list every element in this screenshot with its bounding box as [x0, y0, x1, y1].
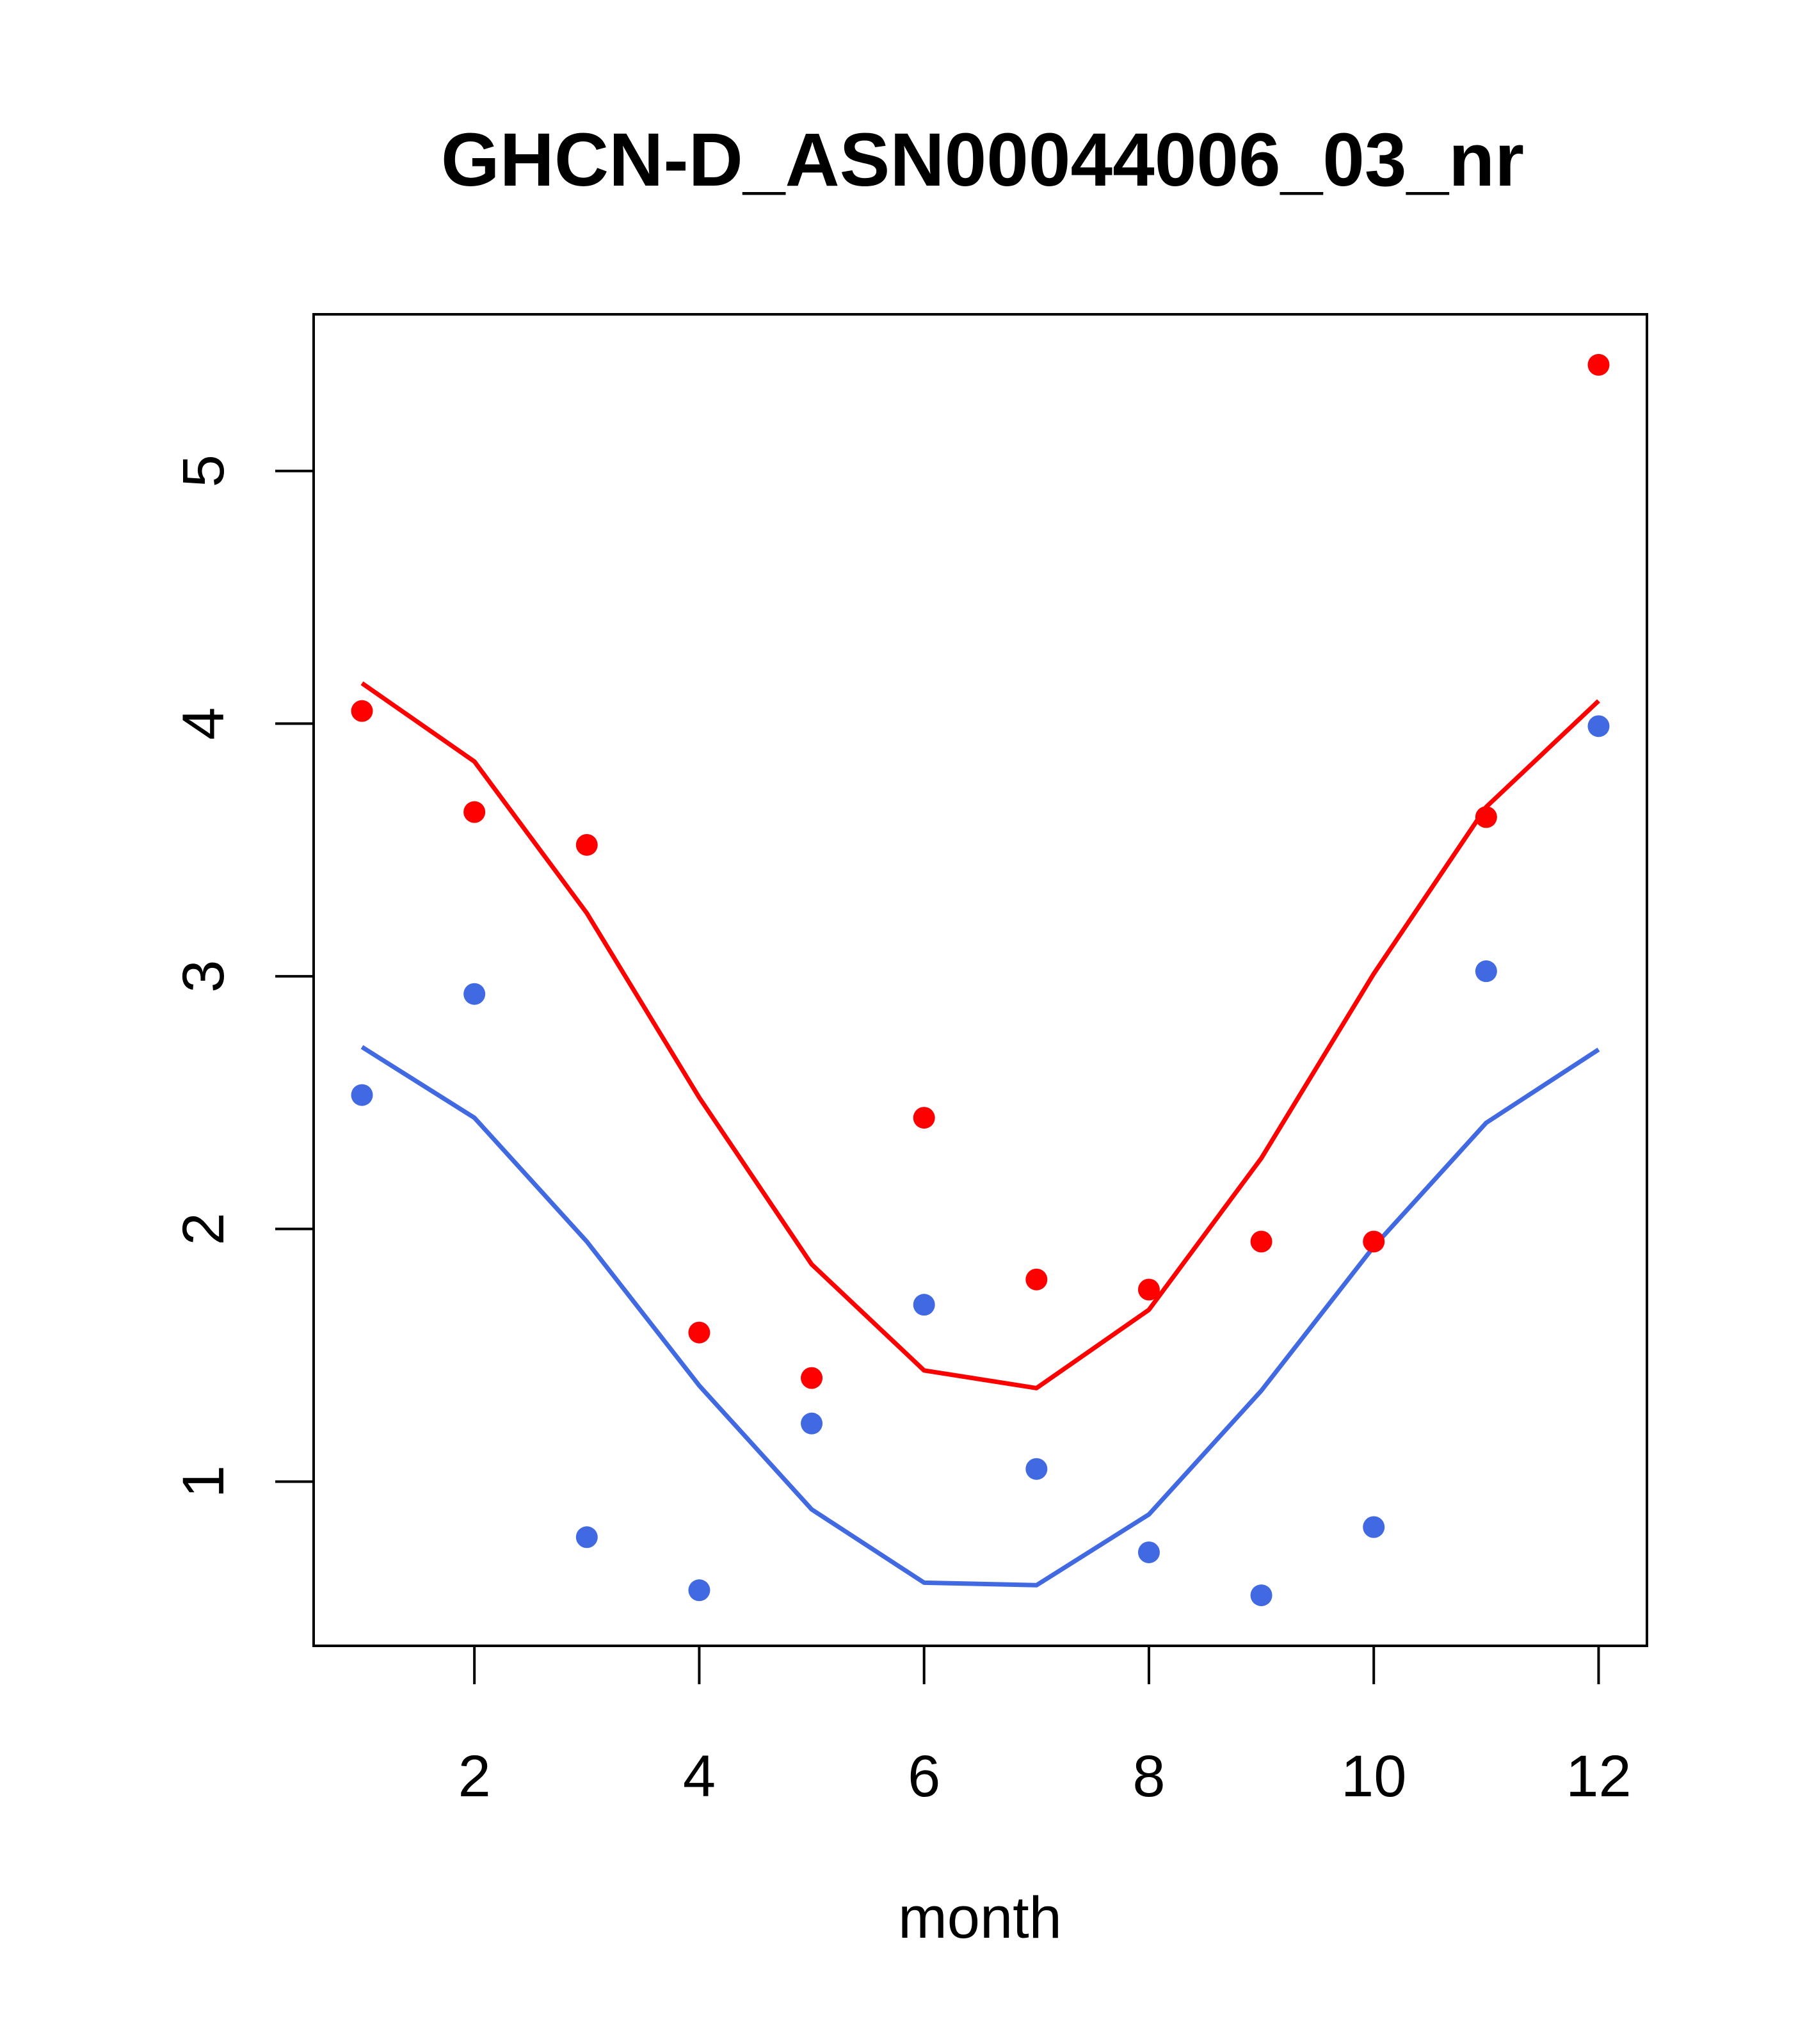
series-1-point-12 — [1587, 715, 1610, 737]
series-1-point-10 — [1363, 1516, 1385, 1538]
series-0-point-12 — [1587, 353, 1610, 376]
series-0-point-3 — [575, 833, 598, 856]
series-1-point-11 — [1475, 960, 1497, 983]
series-1-point-1 — [351, 1084, 373, 1106]
series-1-point-3 — [575, 1526, 598, 1549]
series-1-point-2 — [463, 983, 486, 1005]
series-0-point-8 — [1137, 1278, 1160, 1301]
series-1-point-5 — [801, 1412, 823, 1435]
plot-frame — [312, 313, 1648, 1647]
y-tick-label-5: 5 — [171, 455, 236, 487]
x-tick-label-8: 8 — [1132, 1744, 1165, 1809]
y-tick-label-4: 4 — [171, 707, 236, 740]
x-tick-label-4: 4 — [683, 1744, 716, 1809]
series-0-point-9 — [1250, 1230, 1272, 1253]
series-0-point-7 — [1025, 1268, 1048, 1291]
series-0-point-4 — [688, 1321, 710, 1344]
series-1-point-9 — [1250, 1584, 1272, 1607]
series-2-line — [360, 681, 1600, 1390]
series-0-point-11 — [1475, 806, 1497, 828]
chart-title: GHCN-D_ASN00044006_03_nr — [441, 118, 1524, 202]
x-tick-label-10: 10 — [1341, 1744, 1406, 1809]
series-1-point-7 — [1025, 1458, 1048, 1480]
series-0-point-10 — [1363, 1230, 1385, 1253]
y-axis: 1 2 3 4 5 — [171, 455, 314, 1498]
y-tick-label-1: 1 — [171, 1465, 236, 1498]
series-0-point-2 — [463, 801, 486, 823]
series-3-line — [360, 1045, 1600, 1588]
series-1-point-8 — [1137, 1541, 1160, 1563]
y-tick-label-2: 2 — [171, 1212, 236, 1245]
series-0-point-5 — [801, 1367, 823, 1389]
series-0-point-1 — [351, 700, 373, 722]
x-tick-label-2: 2 — [458, 1744, 491, 1809]
x-tick-label-12: 12 — [1566, 1744, 1631, 1809]
series-0-point-6 — [913, 1107, 935, 1129]
series-1-point-4 — [688, 1579, 710, 1602]
series-1-point-6 — [913, 1294, 935, 1316]
x-axis: 2 4 6 8 10 12 — [458, 1646, 1632, 1809]
x-tick-label-6: 6 — [908, 1744, 940, 1809]
x-axis-label: month — [898, 1885, 1062, 1951]
y-tick-label-3: 3 — [171, 960, 236, 992]
series-layer — [351, 353, 1610, 1607]
